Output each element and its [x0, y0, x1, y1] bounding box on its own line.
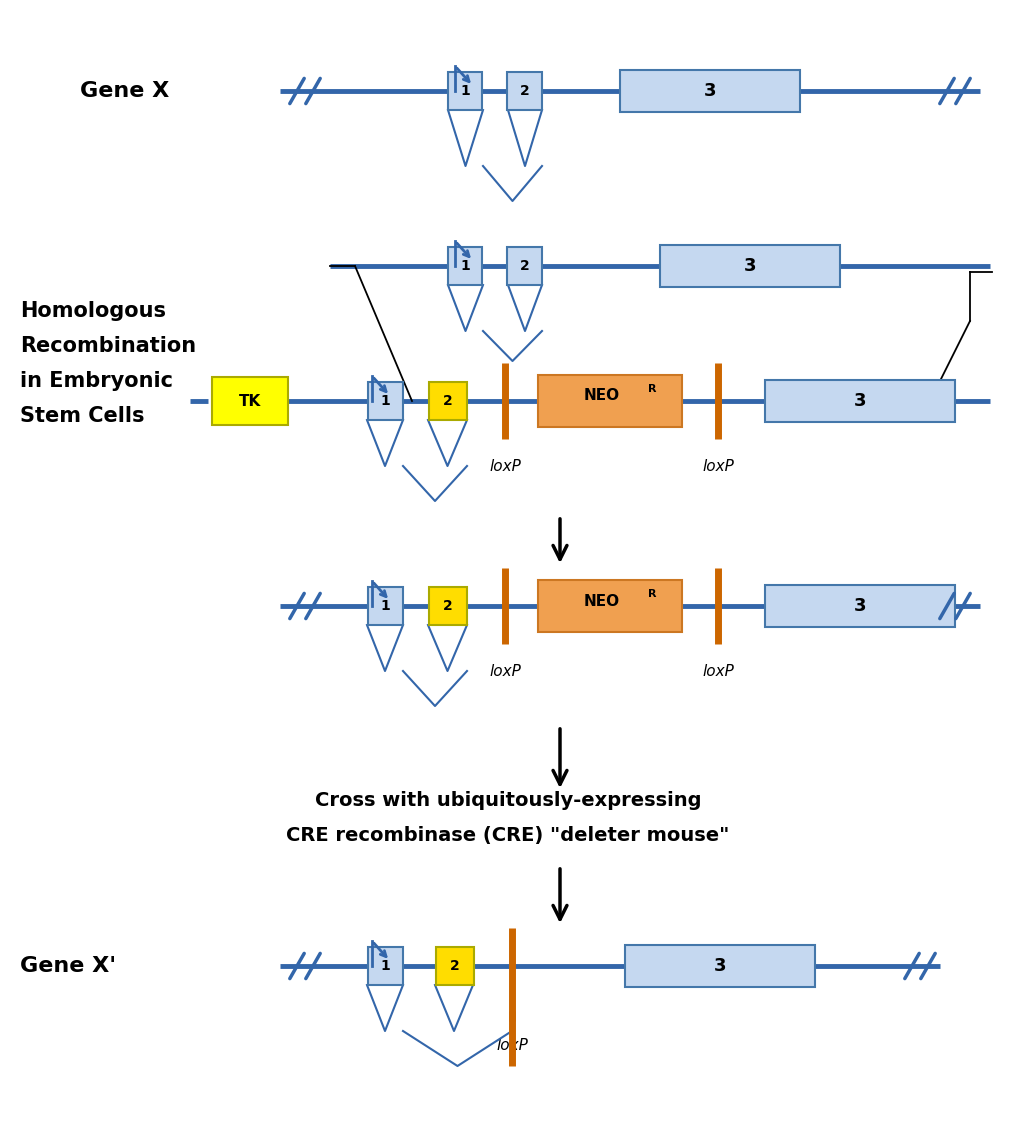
- FancyBboxPatch shape: [429, 382, 467, 420]
- Text: loxP: loxP: [489, 458, 521, 474]
- FancyBboxPatch shape: [508, 72, 542, 110]
- Text: 3: 3: [714, 957, 727, 975]
- Text: loxP: loxP: [489, 664, 521, 679]
- FancyBboxPatch shape: [538, 580, 682, 632]
- Text: loxP: loxP: [702, 458, 734, 474]
- Text: 3: 3: [854, 392, 866, 410]
- Text: loxP: loxP: [702, 664, 734, 679]
- Text: Homologous: Homologous: [20, 302, 166, 321]
- Text: 3: 3: [744, 257, 756, 275]
- Text: Recombination: Recombination: [20, 336, 196, 356]
- FancyBboxPatch shape: [660, 245, 840, 287]
- FancyBboxPatch shape: [765, 380, 955, 421]
- FancyBboxPatch shape: [448, 72, 482, 110]
- Text: 1: 1: [460, 84, 470, 98]
- FancyBboxPatch shape: [367, 382, 403, 420]
- Text: 1: 1: [381, 599, 390, 613]
- Text: Gene X': Gene X': [20, 956, 116, 976]
- Text: Stem Cells: Stem Cells: [20, 406, 144, 426]
- Text: R: R: [648, 589, 657, 599]
- Text: CRE recombinase (CRE) "deleter mouse": CRE recombinase (CRE) "deleter mouse": [286, 826, 730, 845]
- FancyBboxPatch shape: [625, 945, 815, 986]
- FancyBboxPatch shape: [212, 377, 288, 425]
- FancyBboxPatch shape: [538, 376, 682, 427]
- Text: 3: 3: [703, 82, 717, 100]
- Text: 1: 1: [381, 393, 390, 408]
- Text: 2: 2: [444, 393, 453, 408]
- Text: 1: 1: [381, 958, 390, 973]
- FancyBboxPatch shape: [367, 587, 403, 626]
- FancyBboxPatch shape: [765, 585, 955, 627]
- Text: 3: 3: [854, 597, 866, 615]
- Text: TK: TK: [239, 393, 261, 408]
- FancyBboxPatch shape: [448, 247, 482, 285]
- Text: loxP: loxP: [496, 1038, 528, 1053]
- FancyBboxPatch shape: [367, 947, 403, 985]
- Text: in Embryonic: in Embryonic: [20, 371, 173, 391]
- Text: 2: 2: [520, 259, 530, 274]
- Text: 2: 2: [520, 84, 530, 98]
- Text: Gene X: Gene X: [80, 81, 170, 101]
- Text: NEO: NEO: [584, 389, 620, 404]
- Text: Cross with ubiquitously-expressing: Cross with ubiquitously-expressing: [315, 791, 701, 810]
- Text: R: R: [648, 385, 657, 393]
- FancyBboxPatch shape: [508, 247, 542, 285]
- FancyBboxPatch shape: [436, 947, 474, 985]
- Text: 2: 2: [444, 599, 453, 613]
- FancyBboxPatch shape: [429, 587, 467, 626]
- Text: NEO: NEO: [584, 593, 620, 609]
- Text: 2: 2: [450, 958, 460, 973]
- Text: 1: 1: [460, 259, 470, 274]
- FancyBboxPatch shape: [620, 70, 800, 112]
